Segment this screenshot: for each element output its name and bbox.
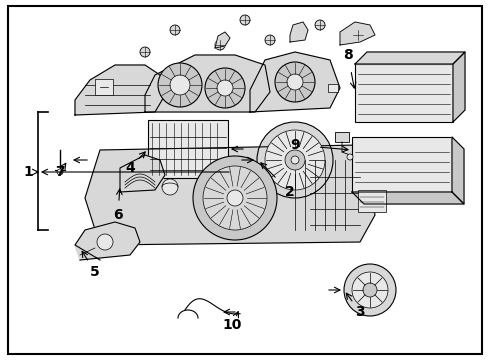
Polygon shape	[340, 22, 375, 45]
Circle shape	[257, 122, 333, 198]
Circle shape	[315, 20, 325, 30]
Circle shape	[57, 169, 63, 175]
Text: 7: 7	[55, 165, 65, 179]
Text: 8: 8	[343, 48, 353, 62]
Circle shape	[275, 62, 315, 102]
Circle shape	[227, 190, 243, 206]
Text: 5: 5	[90, 265, 100, 279]
Circle shape	[158, 63, 202, 107]
Polygon shape	[355, 52, 465, 64]
Circle shape	[265, 130, 325, 190]
Polygon shape	[85, 145, 375, 245]
Text: 9: 9	[290, 138, 300, 152]
Circle shape	[344, 264, 396, 316]
Polygon shape	[75, 65, 165, 115]
Circle shape	[352, 272, 388, 308]
Text: 6: 6	[113, 208, 123, 222]
Circle shape	[170, 75, 190, 95]
Text: 10: 10	[222, 318, 242, 332]
Bar	[335, 132, 349, 142]
Bar	[95, 79, 113, 95]
Text: 4: 4	[125, 161, 135, 175]
Circle shape	[205, 68, 245, 108]
Circle shape	[287, 74, 303, 90]
Circle shape	[265, 35, 275, 45]
Polygon shape	[352, 192, 464, 204]
Bar	[358, 190, 386, 212]
Polygon shape	[120, 155, 165, 192]
Circle shape	[347, 154, 353, 160]
Circle shape	[240, 15, 250, 25]
Polygon shape	[290, 22, 308, 42]
Polygon shape	[75, 222, 140, 260]
Bar	[352, 137, 452, 192]
Circle shape	[291, 156, 299, 164]
Circle shape	[217, 80, 233, 96]
Polygon shape	[250, 52, 340, 112]
Circle shape	[215, 40, 225, 50]
Circle shape	[162, 179, 178, 195]
Bar	[328, 84, 338, 92]
Circle shape	[353, 30, 363, 40]
Polygon shape	[452, 137, 464, 204]
Circle shape	[97, 234, 113, 250]
Polygon shape	[145, 55, 270, 112]
Circle shape	[140, 47, 150, 57]
Text: 2: 2	[285, 185, 295, 199]
Text: 3: 3	[355, 305, 365, 319]
Circle shape	[363, 283, 377, 297]
Circle shape	[285, 150, 305, 170]
Polygon shape	[453, 52, 465, 122]
Polygon shape	[215, 32, 230, 48]
Text: 1: 1	[23, 165, 33, 179]
Circle shape	[170, 25, 180, 35]
Circle shape	[203, 166, 267, 230]
Circle shape	[193, 156, 277, 240]
Bar	[148, 120, 228, 178]
Bar	[355, 64, 453, 122]
